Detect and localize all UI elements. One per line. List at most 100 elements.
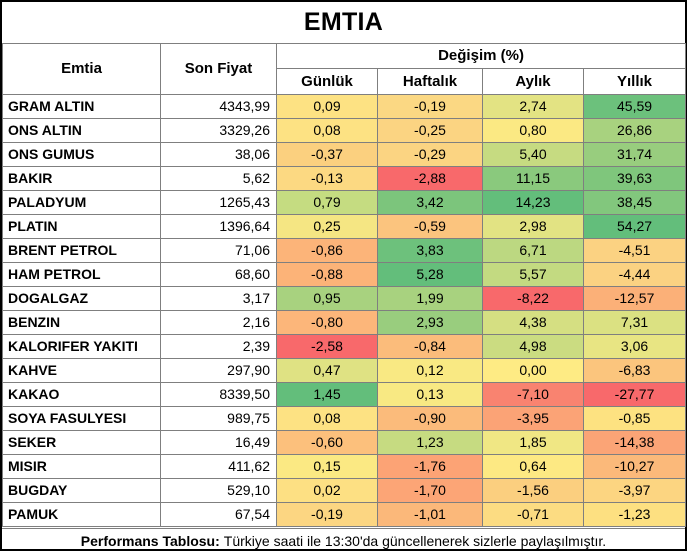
- table-row: GRAM ALTIN 4343,99 0,09 -0,19 2,74 45,59: [2, 94, 687, 119]
- header-gunluk: Günlük: [276, 68, 378, 95]
- page-title: EMTIA: [2, 2, 685, 44]
- change-haftalik: -1,76: [377, 454, 483, 479]
- change-yillik: 38,45: [582, 190, 687, 215]
- commodity-name: ONS ALTIN: [2, 118, 161, 143]
- last-price: 2,39: [160, 334, 277, 359]
- change-aylik: -0,71: [482, 502, 584, 527]
- table-row: BAKIR 5,62 -0,13 -2,88 11,15 39,63: [2, 166, 687, 191]
- change-haftalik: -1,70: [377, 478, 483, 503]
- change-haftalik: 0,12: [377, 358, 483, 383]
- change-aylik: 14,23: [482, 190, 584, 215]
- table-row: PLATIN 1396,64 0,25 -0,59 2,98 54,27: [2, 214, 687, 239]
- table-row: HAM PETROL 68,60 -0,88 5,28 5,57 -4,44: [2, 262, 687, 287]
- change-gunluk: 1,45: [276, 382, 378, 407]
- change-haftalik: 3,83: [377, 238, 483, 263]
- table-row: SEKER 16,49 -0,60 1,23 1,85 -14,38: [2, 430, 687, 455]
- header-degisim: Değişim (%): [275, 43, 687, 69]
- change-gunluk: -0,88: [276, 262, 378, 287]
- commodity-name: ONS GUMUS: [2, 142, 161, 167]
- change-yillik: -12,57: [582, 286, 687, 311]
- last-price: 16,49: [160, 430, 277, 455]
- change-haftalik: -0,29: [377, 142, 483, 167]
- last-price: 67,54: [160, 502, 277, 527]
- last-price: 1396,64: [160, 214, 277, 239]
- change-aylik: -7,10: [482, 382, 584, 407]
- table-row: ONS ALTIN 3329,26 0,08 -0,25 0,80 26,86: [2, 118, 687, 143]
- change-aylik: 4,98: [482, 334, 584, 359]
- change-aylik: 6,71: [482, 238, 584, 263]
- change-haftalik: -0,90: [377, 406, 483, 431]
- last-price: 1265,43: [160, 190, 277, 215]
- commodity-name: PLATIN: [2, 214, 161, 239]
- last-price: 3,17: [160, 286, 277, 311]
- change-yillik: -3,97: [582, 478, 687, 503]
- change-haftalik: 1,99: [377, 286, 483, 311]
- change-gunluk: -0,60: [276, 430, 378, 455]
- change-aylik: 2,74: [482, 94, 584, 119]
- change-aylik: 2,98: [482, 214, 584, 239]
- change-yillik: -4,51: [582, 238, 687, 263]
- change-yillik: 26,86: [582, 118, 687, 143]
- change-gunluk: -0,80: [276, 310, 378, 335]
- change-haftalik: 5,28: [377, 262, 483, 287]
- last-price: 3329,26: [160, 118, 277, 143]
- commodity-name: KAHVE: [2, 358, 161, 383]
- change-gunluk: 0,08: [276, 406, 378, 431]
- commodity-name: PAMUK: [2, 502, 161, 527]
- last-price: 4343,99: [160, 94, 277, 119]
- change-aylik: -1,56: [482, 478, 584, 503]
- change-gunluk: -0,37: [276, 142, 378, 167]
- header-row-top: Emtia Son Fiyat Değişim (%): [2, 43, 687, 95]
- change-gunluk: 0,08: [276, 118, 378, 143]
- change-yillik: -0,85: [582, 406, 687, 431]
- table-row: BRENT PETROL 71,06 -0,86 3,83 6,71 -4,51: [2, 238, 687, 263]
- commodity-name: GRAM ALTIN: [2, 94, 161, 119]
- change-aylik: 1,85: [482, 430, 584, 455]
- commodity-name: BENZIN: [2, 310, 161, 335]
- change-aylik: 4,38: [482, 310, 584, 335]
- last-price: 68,60: [160, 262, 277, 287]
- change-yillik: -10,27: [582, 454, 687, 479]
- table-row: KALORIFER YAKITI 2,39 -2,58 -0,84 4,98 3,06: [2, 334, 687, 359]
- header-haftalik: Haftalık: [377, 68, 483, 95]
- change-aylik: 0,80: [482, 118, 584, 143]
- table-body: GRAM ALTIN 4343,99 0,09 -0,19 2,74 45,59 ONS A…: [2, 94, 687, 527]
- last-price: 2,16: [160, 310, 277, 335]
- table-row: PALADYUM 1265,43 0,79 3,42 14,23 38,45: [2, 190, 687, 215]
- change-haftalik: -0,25: [377, 118, 483, 143]
- change-aylik: 11,15: [482, 166, 584, 191]
- last-price: 5,62: [160, 166, 277, 191]
- change-aylik: 5,40: [482, 142, 584, 167]
- last-price: 8339,50: [160, 382, 277, 407]
- change-yillik: 31,74: [582, 142, 687, 167]
- commodity-name: KAKAO: [2, 382, 161, 407]
- change-aylik: 5,57: [482, 262, 584, 287]
- change-haftalik: -2,88: [377, 166, 483, 191]
- change-gunluk: -0,13: [276, 166, 378, 191]
- change-haftalik: -0,84: [377, 334, 483, 359]
- table-row: MISIR 411,62 0,15 -1,76 0,64 -10,27: [2, 454, 687, 479]
- commodity-name: DOGALGAZ: [2, 286, 161, 311]
- last-price: 71,06: [160, 238, 277, 263]
- change-haftalik: 3,42: [377, 190, 483, 215]
- change-yillik: -1,23: [582, 502, 687, 527]
- change-gunluk: 0,79: [276, 190, 378, 215]
- change-haftalik: -0,59: [377, 214, 483, 239]
- commodity-name: MISIR: [2, 454, 161, 479]
- table-row: PAMUK 67,54 -0,19 -1,01 -0,71 -1,23: [2, 502, 687, 527]
- change-gunluk: -0,19: [276, 502, 378, 527]
- change-gunluk: 0,09: [276, 94, 378, 119]
- table-row: ONS GUMUS 38,06 -0,37 -0,29 5,40 31,74: [2, 142, 687, 167]
- commodity-name: BUGDAY: [2, 478, 161, 503]
- header-row-sub: Günlük Haftalık Aylık Yıllık: [3, 68, 687, 95]
- change-aylik: -8,22: [482, 286, 584, 311]
- table-row: BUGDAY 529,10 0,02 -1,70 -1,56 -3,97: [2, 478, 687, 503]
- commodity-name: SEKER: [2, 430, 161, 455]
- table-row: DOGALGAZ 3,17 0,95 1,99 -8,22 -12,57: [2, 286, 687, 311]
- change-yillik: -14,38: [582, 430, 687, 455]
- table-row: KAKAO 8339,50 1,45 0,13 -7,10 -27,77: [2, 382, 687, 407]
- change-haftalik: -1,01: [377, 502, 483, 527]
- change-haftalik: 1,23: [377, 430, 483, 455]
- change-gunluk: 0,25: [276, 214, 378, 239]
